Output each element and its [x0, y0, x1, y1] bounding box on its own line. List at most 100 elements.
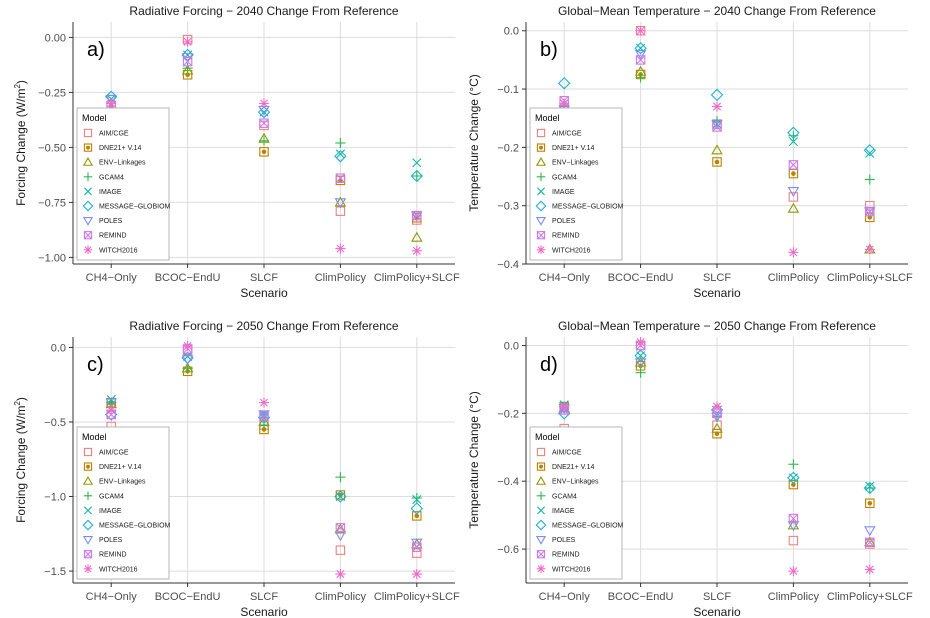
- legend-label: ENV−Linkages: [552, 160, 599, 167]
- x-axis-label: Scenario: [693, 286, 741, 300]
- legend-label: GCAM4: [99, 493, 124, 500]
- legend-entry: REMIND: [83, 550, 127, 559]
- data-point: [787, 126, 800, 140]
- legend-label: GCAM4: [99, 174, 124, 181]
- y-tick-label: 0.00: [45, 32, 66, 44]
- x-tick-label: SLCF: [250, 591, 278, 603]
- x-tick-label: ClimPolicy+SLCF: [827, 272, 913, 284]
- data-point: [412, 511, 422, 521]
- data-point: [712, 122, 722, 132]
- legend-key: [535, 200, 547, 212]
- data-point: [864, 526, 876, 537]
- data-point: [711, 144, 723, 155]
- legend-key: [536, 447, 546, 457]
- legend-key: [84, 506, 92, 515]
- data-point: [181, 355, 194, 366]
- data-point: [258, 410, 270, 421]
- legend-key: [536, 231, 546, 240]
- data-point: [182, 36, 193, 47]
- chart-title: Radiative Forcing − 2050 Change From Ref…: [129, 319, 398, 333]
- x-tick-label: CH4−Only: [86, 591, 138, 603]
- legend-key: [83, 564, 93, 574]
- legend-label: IMAGE: [552, 189, 575, 196]
- data-point: [712, 157, 722, 167]
- legend-title: Model: [535, 113, 560, 123]
- data-point: [787, 202, 800, 213]
- legend-key: [536, 550, 546, 559]
- data-point: [412, 210, 422, 221]
- chart-title: Global−Mean Temperature − 2050 Change Fr…: [558, 319, 876, 333]
- legend-label: WITCH2016: [99, 566, 138, 573]
- y-tick-label: −1.00: [38, 252, 66, 264]
- legend-label: GCAM4: [552, 493, 577, 500]
- x-tick-label: ClimPolicy: [315, 272, 367, 284]
- legend: Model AIM/CGE DNE21+ V.14 ENV−Linkages GCAM4…: [529, 426, 624, 580]
- legend-key: [535, 535, 547, 545]
- data-point: [864, 207, 876, 218]
- x-tick-label: CH4−Only: [539, 591, 591, 603]
- x-axis-label: Scenario: [240, 605, 288, 618]
- legend-label: MESSAGE−GLOBIOM: [99, 204, 171, 211]
- legend-key: [536, 172, 546, 182]
- y-tick-label: 0.0: [51, 342, 66, 354]
- series-WITCH2016: [559, 337, 875, 577]
- legend-label: AIM/CGE: [552, 450, 582, 457]
- legend-label: ENV−Linkages: [99, 479, 146, 486]
- data-point: [104, 408, 118, 421]
- x-tick-label: BCOC−EndU: [608, 272, 674, 284]
- data-point: [334, 149, 347, 163]
- legend-entry: POLES: [82, 216, 123, 226]
- legend-entry: WITCH2016: [536, 564, 591, 573]
- x-tick-label: CH4−Only: [86, 272, 138, 284]
- x-tick-label: BCOC−EndU: [155, 272, 221, 284]
- x-tick-label: ClimPolicy: [768, 591, 820, 603]
- legend-key: [83, 462, 93, 471]
- legend-entry: WITCH2016: [536, 245, 591, 254]
- data-point: [635, 337, 646, 348]
- y-tick-label: −0.1: [497, 84, 519, 96]
- legend-entry: REMIND: [83, 231, 127, 240]
- legend-entry: WITCH2016: [83, 245, 138, 254]
- data-point: [335, 137, 346, 149]
- legend-entry: REMIND: [536, 231, 580, 240]
- legend-entry: ENV−Linkages: [535, 156, 599, 167]
- legend-key: [82, 156, 94, 166]
- data-point: [863, 144, 877, 157]
- x-tick-label: SLCF: [250, 272, 278, 284]
- data-point: [635, 72, 646, 83]
- data-point: [787, 519, 800, 530]
- data-point: [334, 490, 347, 503]
- series-WITCH2016: [106, 340, 422, 580]
- data-point: [258, 419, 270, 431]
- data-point: [864, 482, 875, 494]
- legend-label: ENV−Linkages: [552, 479, 599, 486]
- legend-entry: MESSAGE−GLOBIOM: [535, 200, 624, 212]
- series-REMIND: [559, 340, 875, 548]
- legend-key: [82, 216, 94, 226]
- data-point: [257, 105, 271, 119]
- legend-box: [529, 107, 623, 261]
- legend-label: WITCH2016: [99, 247, 138, 254]
- legend-label: DNE21+ V.14: [99, 145, 141, 152]
- data-point: [412, 548, 422, 558]
- y-tick-label: −0.5: [44, 417, 66, 429]
- legend: Model AIM/CGE DNE21+ V.14 ENV−Linkages GCAM4…: [76, 426, 171, 580]
- legend-box: [76, 107, 170, 261]
- data-point: [412, 158, 422, 168]
- y-axis-label: Forcing Change (W/m2): [13, 80, 28, 206]
- y-tick-label: −0.4: [497, 476, 519, 488]
- y-tick-label: −0.4: [497, 259, 519, 271]
- data-point: [788, 136, 798, 147]
- legend-label: MESSAGE−GLOBIOM: [552, 204, 624, 211]
- data-point: [257, 411, 271, 424]
- data-point: [334, 523, 347, 534]
- legend-entry: DNE21+ V.14: [83, 462, 141, 471]
- legend-key: [535, 216, 547, 226]
- legend-label: IMAGE: [552, 508, 575, 515]
- chart-title: Radiative Forcing − 2040 Change From Ref…: [129, 4, 398, 18]
- legend-label: AIM/CGE: [552, 131, 582, 138]
- data-point: [865, 200, 875, 211]
- chart-title: Global−Mean Temperature − 2040 Change Fr…: [558, 4, 876, 18]
- legend-entry: IMAGE: [537, 187, 575, 196]
- data-point: [864, 244, 875, 255]
